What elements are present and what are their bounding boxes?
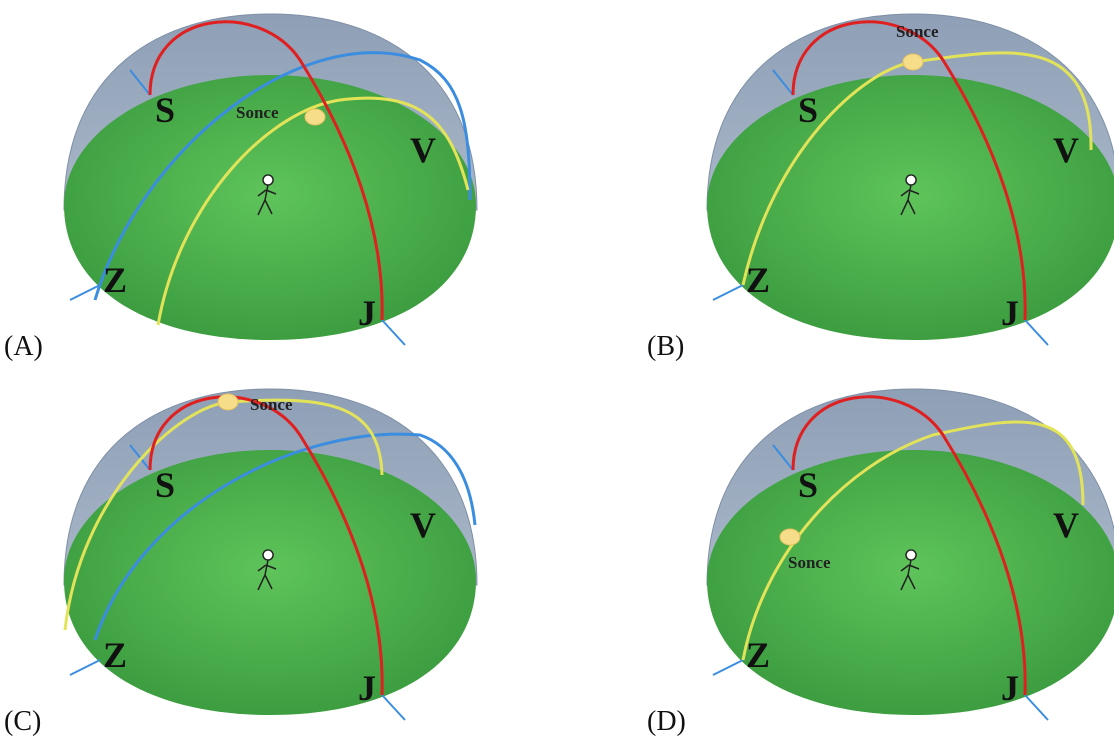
sun xyxy=(218,394,238,410)
direction-south: J xyxy=(1001,668,1019,708)
direction-east: V xyxy=(410,505,436,545)
panel: Sonce S V Z J xyxy=(707,389,1114,720)
ground xyxy=(64,450,476,715)
direction-north: S xyxy=(798,465,818,505)
tick xyxy=(70,660,100,675)
tick xyxy=(1025,320,1048,345)
sun-label: Sonce xyxy=(250,395,293,414)
direction-south: J xyxy=(358,668,376,708)
direction-west: Z xyxy=(103,260,127,300)
panel-label: (C) xyxy=(4,706,41,737)
panel-label: (B) xyxy=(647,331,684,362)
sun-label: Sonce xyxy=(788,553,831,572)
direction-north: S xyxy=(155,90,175,130)
sun-label: Sonce xyxy=(236,103,279,122)
panel: Sonce S V Z J xyxy=(64,14,477,345)
direction-north: S xyxy=(155,465,175,505)
direction-south: J xyxy=(1001,293,1019,333)
tick xyxy=(713,660,743,675)
sun xyxy=(903,54,923,70)
direction-east: V xyxy=(1053,130,1079,170)
tick xyxy=(713,285,743,300)
tick xyxy=(1025,695,1048,720)
panel-label: (D) xyxy=(647,706,686,737)
direction-south: J xyxy=(358,293,376,333)
direction-west: Z xyxy=(746,635,770,675)
direction-east: V xyxy=(410,130,436,170)
direction-east: V xyxy=(1053,505,1079,545)
figure: Sonce S V Z J (A) Sonce S V Z J (B) Sonce S V Z J (C) Sonc… xyxy=(0,0,1114,747)
sun xyxy=(780,529,800,545)
panel: Sonce S V Z J xyxy=(64,389,477,720)
direction-west: Z xyxy=(746,260,770,300)
sun-label: Sonce xyxy=(896,22,939,41)
panel: Sonce S V Z J xyxy=(707,14,1114,345)
tick xyxy=(382,320,405,345)
sun xyxy=(305,109,325,125)
direction-west: Z xyxy=(103,635,127,675)
tick xyxy=(382,695,405,720)
panel-label: (A) xyxy=(4,331,43,362)
direction-north: S xyxy=(798,90,818,130)
